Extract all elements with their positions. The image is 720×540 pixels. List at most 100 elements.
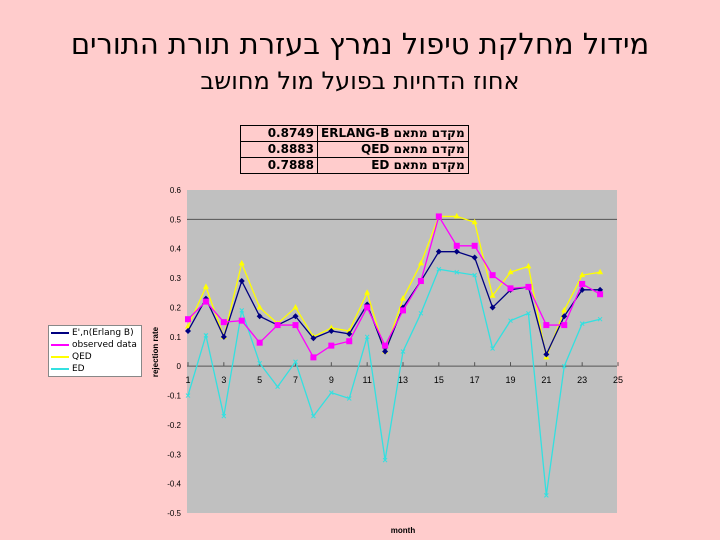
- data-point: [220, 319, 227, 326]
- data-point: [507, 268, 514, 275]
- data-point: [202, 283, 209, 289]
- data-point: [328, 324, 335, 331]
- x-tick-label: 23: [577, 375, 587, 385]
- data-point: [185, 393, 191, 398]
- data-point: [364, 289, 371, 295]
- data-point: [256, 313, 263, 320]
- coef-label: מקדם מתאם ERLANG-B: [317, 125, 469, 142]
- data-point: [382, 457, 388, 463]
- data-point: [328, 342, 335, 349]
- data-point: [275, 384, 280, 390]
- slide-subtitle: אחוז הדחיות בפועל מול מחושב: [200, 67, 520, 95]
- series-line-diamond: [187, 251, 601, 357]
- x-tick-label: 13: [398, 375, 408, 385]
- y-tick-label: -0.2: [167, 421, 181, 430]
- data-point: [543, 493, 549, 498]
- table-row: 0.8749 מקדם מתאם ERLANG-B: [240, 125, 469, 142]
- x-tick-label: 25: [613, 375, 623, 385]
- data-point: [435, 213, 442, 220]
- legend-label: observed data: [72, 340, 137, 350]
- x-tick-label: 21: [541, 375, 551, 385]
- y-tick-label: 0.5: [170, 215, 182, 224]
- x-tick-label: 17: [470, 375, 480, 385]
- data-point: [526, 310, 531, 316]
- data-point: [418, 310, 424, 316]
- data-point: [364, 304, 371, 311]
- data-point: [543, 351, 550, 358]
- legend-label: E',n(Erlang B): [72, 328, 134, 338]
- x-tick-label: 7: [293, 375, 298, 385]
- x-tick-label: 11: [362, 375, 371, 385]
- data-point: [543, 322, 550, 329]
- data-point: [436, 266, 442, 272]
- data-point: [417, 278, 424, 285]
- x-tick-label: 9: [329, 375, 334, 385]
- y-tick-label: 0.1: [170, 333, 182, 342]
- x-tick-label: 19: [505, 375, 515, 385]
- data-point: [471, 242, 478, 249]
- series-line-x: [187, 268, 601, 496]
- data-point: [346, 338, 353, 345]
- y-tick-label: -0.1: [167, 392, 181, 401]
- data-point: [561, 313, 568, 320]
- data-point: [185, 327, 191, 334]
- data-point: [489, 304, 496, 311]
- legend-swatch: [51, 344, 69, 346]
- legend-label: QED: [72, 352, 92, 362]
- data-point: [525, 262, 532, 269]
- y-tick-label: -0.4: [167, 480, 181, 489]
- data-point: [239, 308, 245, 313]
- data-point: [203, 332, 209, 338]
- data-point: [238, 317, 245, 324]
- data-point: [579, 271, 586, 278]
- legend-swatch: [51, 356, 69, 358]
- data-point: [292, 322, 299, 329]
- x-tick-label: 1: [185, 375, 190, 385]
- y-axis-label: rejection rate: [151, 326, 160, 377]
- data-point: [346, 330, 353, 337]
- data-point: [417, 259, 424, 266]
- y-tick-label: 0: [177, 362, 182, 371]
- x-tick-label: 3: [221, 375, 226, 385]
- data-point: [220, 333, 227, 340]
- data-point: [561, 322, 568, 329]
- data-point: [400, 349, 406, 354]
- data-point: [310, 354, 317, 361]
- table-row: 0.7888 מקדם מתאם ED: [240, 157, 469, 174]
- legend-item: E',n(Erlang B): [49, 327, 137, 339]
- data-point: [490, 346, 495, 351]
- data-point: [489, 292, 496, 298]
- y-tick-label: -0.3: [167, 450, 181, 459]
- data-point: [471, 254, 478, 261]
- data-point: [292, 313, 299, 320]
- legend-item: QED: [49, 351, 137, 363]
- legend-swatch: [51, 368, 69, 370]
- data-point: [311, 413, 316, 419]
- data-point: [274, 322, 281, 329]
- chart-legend: E',n(Erlang B) observed data QED ED: [48, 325, 142, 377]
- data-point: [597, 268, 604, 275]
- data-point: [597, 316, 603, 322]
- coef-label: מקדם מתאם ED: [317, 157, 469, 174]
- data-point: [238, 259, 245, 266]
- data-point: [507, 285, 514, 292]
- data-point: [453, 248, 460, 255]
- data-point: [472, 272, 478, 278]
- x-tick-label: 5: [257, 375, 262, 385]
- data-point: [435, 248, 442, 255]
- data-point: [328, 390, 334, 395]
- y-tick-label: 0.2: [170, 303, 182, 312]
- coef-value: 0.8883: [240, 141, 318, 158]
- data-point: [579, 321, 585, 326]
- table-row: 0.8883 מקדם מתאם QED: [240, 141, 469, 158]
- legend-label: ED: [72, 364, 85, 374]
- data-point: [561, 363, 567, 369]
- data-point: [579, 280, 586, 287]
- legend-swatch: [51, 332, 69, 334]
- data-point: [293, 359, 298, 365]
- y-tick-label: 0.3: [170, 274, 182, 283]
- slide-title: מידול מחלקת טיפול נמרץ בעזרת תורת התורים: [70, 27, 650, 61]
- data-point: [185, 316, 191, 323]
- data-point: [453, 242, 460, 249]
